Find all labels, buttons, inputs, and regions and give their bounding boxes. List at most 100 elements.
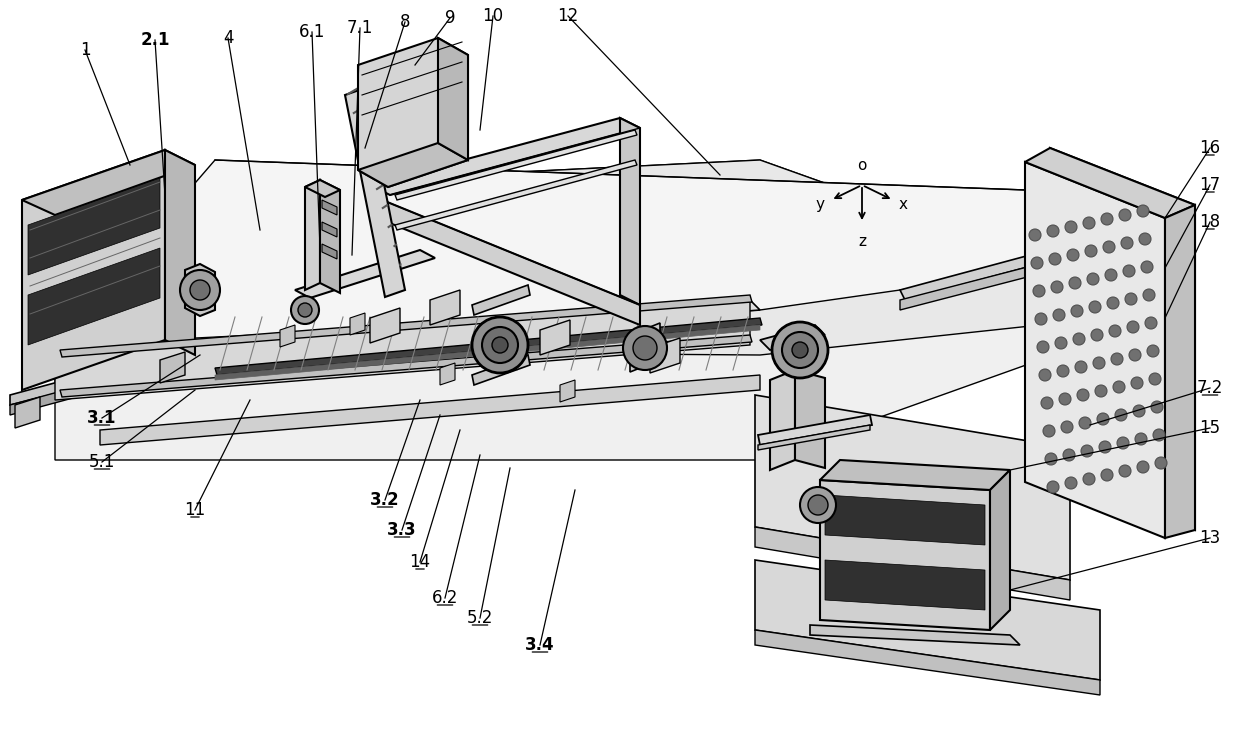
- Polygon shape: [438, 38, 467, 160]
- Polygon shape: [820, 460, 1011, 490]
- Circle shape: [1083, 473, 1095, 485]
- Circle shape: [1151, 401, 1163, 413]
- Circle shape: [1137, 205, 1149, 217]
- Polygon shape: [280, 325, 295, 347]
- Polygon shape: [755, 395, 1070, 580]
- Circle shape: [1101, 213, 1114, 225]
- Text: 11: 11: [185, 501, 206, 519]
- Polygon shape: [55, 300, 760, 365]
- Circle shape: [1123, 265, 1135, 277]
- Text: 6.2: 6.2: [432, 589, 459, 607]
- Polygon shape: [760, 325, 825, 350]
- Text: 5.1: 5.1: [89, 453, 115, 471]
- Polygon shape: [810, 625, 1021, 645]
- Circle shape: [1066, 249, 1079, 261]
- Circle shape: [1085, 245, 1097, 257]
- Circle shape: [1055, 337, 1066, 349]
- Polygon shape: [1050, 148, 1195, 530]
- Circle shape: [291, 296, 319, 324]
- Polygon shape: [620, 118, 640, 305]
- Circle shape: [1101, 469, 1114, 481]
- Circle shape: [1107, 297, 1118, 309]
- Circle shape: [1033, 285, 1045, 297]
- Text: 13: 13: [1199, 529, 1220, 547]
- Text: x: x: [898, 197, 908, 211]
- Polygon shape: [165, 150, 195, 355]
- Polygon shape: [22, 150, 165, 390]
- Circle shape: [1073, 333, 1085, 345]
- Circle shape: [1037, 341, 1049, 353]
- Text: 5.2: 5.2: [466, 609, 494, 627]
- Text: 16: 16: [1199, 139, 1220, 157]
- Circle shape: [472, 317, 528, 373]
- Polygon shape: [29, 248, 160, 345]
- Circle shape: [1091, 329, 1104, 341]
- Polygon shape: [350, 313, 365, 335]
- Circle shape: [1047, 225, 1059, 237]
- Circle shape: [1118, 465, 1131, 477]
- Circle shape: [1059, 393, 1071, 405]
- Circle shape: [1109, 325, 1121, 337]
- Circle shape: [1131, 377, 1143, 389]
- Polygon shape: [825, 495, 985, 545]
- Polygon shape: [358, 143, 467, 187]
- Circle shape: [298, 303, 312, 317]
- Circle shape: [1029, 229, 1042, 241]
- Polygon shape: [1025, 148, 1195, 218]
- Text: o: o: [857, 158, 867, 173]
- Polygon shape: [322, 200, 337, 215]
- Polygon shape: [215, 325, 760, 380]
- Text: 10: 10: [482, 7, 503, 25]
- Polygon shape: [100, 375, 760, 445]
- Polygon shape: [320, 180, 340, 293]
- Circle shape: [1053, 309, 1065, 321]
- Polygon shape: [825, 560, 985, 610]
- Text: 6.1: 6.1: [299, 23, 325, 41]
- Text: 3.1: 3.1: [87, 409, 117, 427]
- Polygon shape: [55, 160, 1180, 460]
- Polygon shape: [60, 335, 751, 397]
- Text: 15: 15: [1199, 419, 1220, 437]
- Circle shape: [808, 495, 828, 515]
- Text: 7.1: 7.1: [347, 19, 373, 37]
- Circle shape: [1095, 385, 1107, 397]
- Circle shape: [1065, 221, 1078, 233]
- Circle shape: [1121, 237, 1133, 249]
- Circle shape: [1153, 429, 1166, 441]
- Circle shape: [1154, 457, 1167, 469]
- Polygon shape: [560, 380, 575, 402]
- Polygon shape: [755, 630, 1100, 695]
- Polygon shape: [322, 244, 337, 259]
- Circle shape: [1141, 261, 1153, 273]
- Circle shape: [1087, 273, 1099, 285]
- Polygon shape: [22, 150, 195, 215]
- Circle shape: [1039, 369, 1052, 381]
- Circle shape: [1097, 413, 1109, 425]
- Circle shape: [1079, 417, 1091, 429]
- Polygon shape: [305, 180, 340, 197]
- Polygon shape: [758, 425, 870, 450]
- Circle shape: [1071, 305, 1083, 317]
- Polygon shape: [795, 370, 825, 468]
- Text: 4: 4: [223, 29, 233, 47]
- Polygon shape: [55, 160, 1180, 355]
- Circle shape: [1145, 317, 1157, 329]
- Circle shape: [1056, 365, 1069, 377]
- Circle shape: [1052, 281, 1063, 293]
- Text: 3.2: 3.2: [371, 491, 399, 509]
- Circle shape: [1049, 253, 1061, 265]
- Text: 9: 9: [445, 9, 455, 27]
- Circle shape: [1045, 453, 1056, 465]
- Circle shape: [632, 336, 657, 360]
- Polygon shape: [900, 255, 1035, 300]
- Circle shape: [1133, 405, 1145, 417]
- Circle shape: [1128, 349, 1141, 361]
- Polygon shape: [755, 560, 1100, 680]
- Circle shape: [622, 326, 667, 370]
- Polygon shape: [215, 318, 763, 375]
- Polygon shape: [345, 88, 405, 297]
- Polygon shape: [650, 338, 680, 373]
- Circle shape: [1114, 381, 1125, 393]
- Polygon shape: [396, 160, 637, 230]
- Circle shape: [1117, 437, 1128, 449]
